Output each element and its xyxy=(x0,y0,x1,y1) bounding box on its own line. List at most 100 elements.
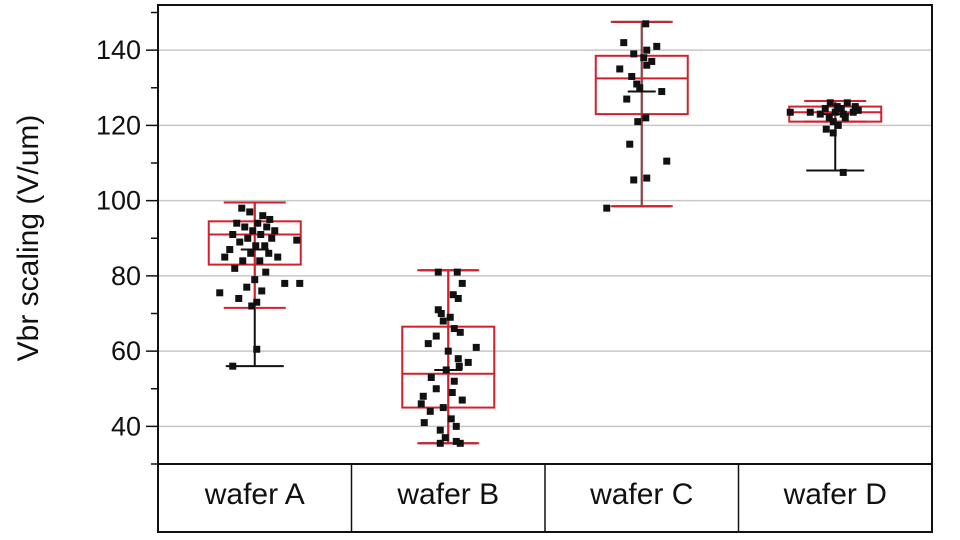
data-point xyxy=(268,234,276,242)
y-axis: 40 60 80 100 120 140 xyxy=(96,4,933,465)
y-tick-label: 140 xyxy=(96,35,141,65)
data-point xyxy=(630,176,638,184)
data-point xyxy=(257,231,265,238)
data-point xyxy=(271,227,279,235)
data-point xyxy=(831,108,839,116)
data-point xyxy=(244,234,252,242)
y-tick-label: 60 xyxy=(111,336,141,366)
data-point xyxy=(455,362,463,370)
data-point xyxy=(643,174,651,182)
data-point xyxy=(816,110,824,118)
data-point xyxy=(472,343,480,351)
y-axis-title: Vbr scaling (V/um) xyxy=(12,115,45,362)
data-point xyxy=(442,366,450,374)
data-point xyxy=(634,118,642,126)
data-point xyxy=(829,129,837,137)
data-point xyxy=(450,325,458,333)
data-point xyxy=(643,46,651,54)
data-point xyxy=(633,80,641,88)
data-point xyxy=(446,313,454,321)
data-point xyxy=(628,72,636,80)
data-point xyxy=(826,99,834,107)
data-point xyxy=(252,242,260,250)
data-point xyxy=(296,279,304,287)
data-point xyxy=(456,328,464,336)
data-point xyxy=(648,57,656,65)
category-label: wafer A xyxy=(204,478,305,511)
y-tick-label: 120 xyxy=(96,110,141,140)
data-point xyxy=(235,294,243,302)
data-point xyxy=(843,99,851,107)
data-point xyxy=(448,389,456,397)
data-point xyxy=(642,114,650,122)
data-point xyxy=(452,437,460,445)
points-4 xyxy=(786,99,862,176)
data-point xyxy=(236,238,244,246)
box-plots xyxy=(207,20,883,445)
data-point xyxy=(241,223,249,231)
data-point xyxy=(444,347,452,355)
data-point xyxy=(261,242,269,250)
data-point xyxy=(216,289,224,297)
data-point xyxy=(849,108,857,116)
data-point xyxy=(246,208,254,216)
data-point xyxy=(833,103,841,111)
data-point xyxy=(248,302,256,310)
data-point xyxy=(454,294,462,302)
points-1 xyxy=(216,204,304,370)
data-point xyxy=(643,61,651,69)
data-point xyxy=(434,306,442,314)
data-point xyxy=(419,392,427,400)
data-points xyxy=(216,20,862,447)
data-point xyxy=(432,332,440,340)
data-point xyxy=(437,310,445,318)
data-point xyxy=(417,400,425,408)
data-point xyxy=(424,340,432,348)
data-point xyxy=(458,279,466,287)
data-point xyxy=(427,373,435,381)
data-point xyxy=(841,114,849,122)
data-point xyxy=(616,65,624,73)
data-point xyxy=(839,110,847,118)
data-point xyxy=(266,215,274,223)
x-axis: wafer A wafer B wafer C wafer D xyxy=(157,463,933,533)
data-point xyxy=(238,204,246,212)
data-point xyxy=(636,84,644,92)
data-point xyxy=(436,426,444,434)
data-point xyxy=(439,404,447,412)
data-point xyxy=(233,219,241,227)
category-label: wafer D xyxy=(783,478,887,511)
data-point xyxy=(851,103,859,111)
data-point xyxy=(825,114,833,122)
data-point xyxy=(453,268,461,276)
data-point xyxy=(259,212,267,220)
data-point xyxy=(449,291,457,299)
data-point xyxy=(837,104,845,112)
data-point xyxy=(293,236,301,244)
data-point xyxy=(231,264,239,272)
data-point xyxy=(436,439,444,447)
data-point xyxy=(441,434,449,442)
data-point xyxy=(243,283,251,291)
data-point xyxy=(239,257,247,265)
data-point xyxy=(663,157,671,165)
data-point xyxy=(642,20,650,28)
grid-lines xyxy=(158,49,932,428)
data-point xyxy=(439,317,447,325)
data-point xyxy=(447,415,455,423)
data-point xyxy=(432,385,440,393)
data-point xyxy=(623,95,631,103)
data-point xyxy=(456,439,464,447)
data-point xyxy=(822,125,830,133)
data-point xyxy=(450,377,458,385)
data-point xyxy=(226,246,234,254)
data-point xyxy=(426,407,434,415)
data-point xyxy=(253,345,261,353)
data-point xyxy=(839,168,847,176)
data-point xyxy=(630,50,638,58)
data-point xyxy=(653,42,661,50)
box-iqr xyxy=(401,325,496,409)
data-point xyxy=(274,253,282,261)
data-point xyxy=(229,362,237,370)
category-label: wafer B xyxy=(396,478,499,511)
